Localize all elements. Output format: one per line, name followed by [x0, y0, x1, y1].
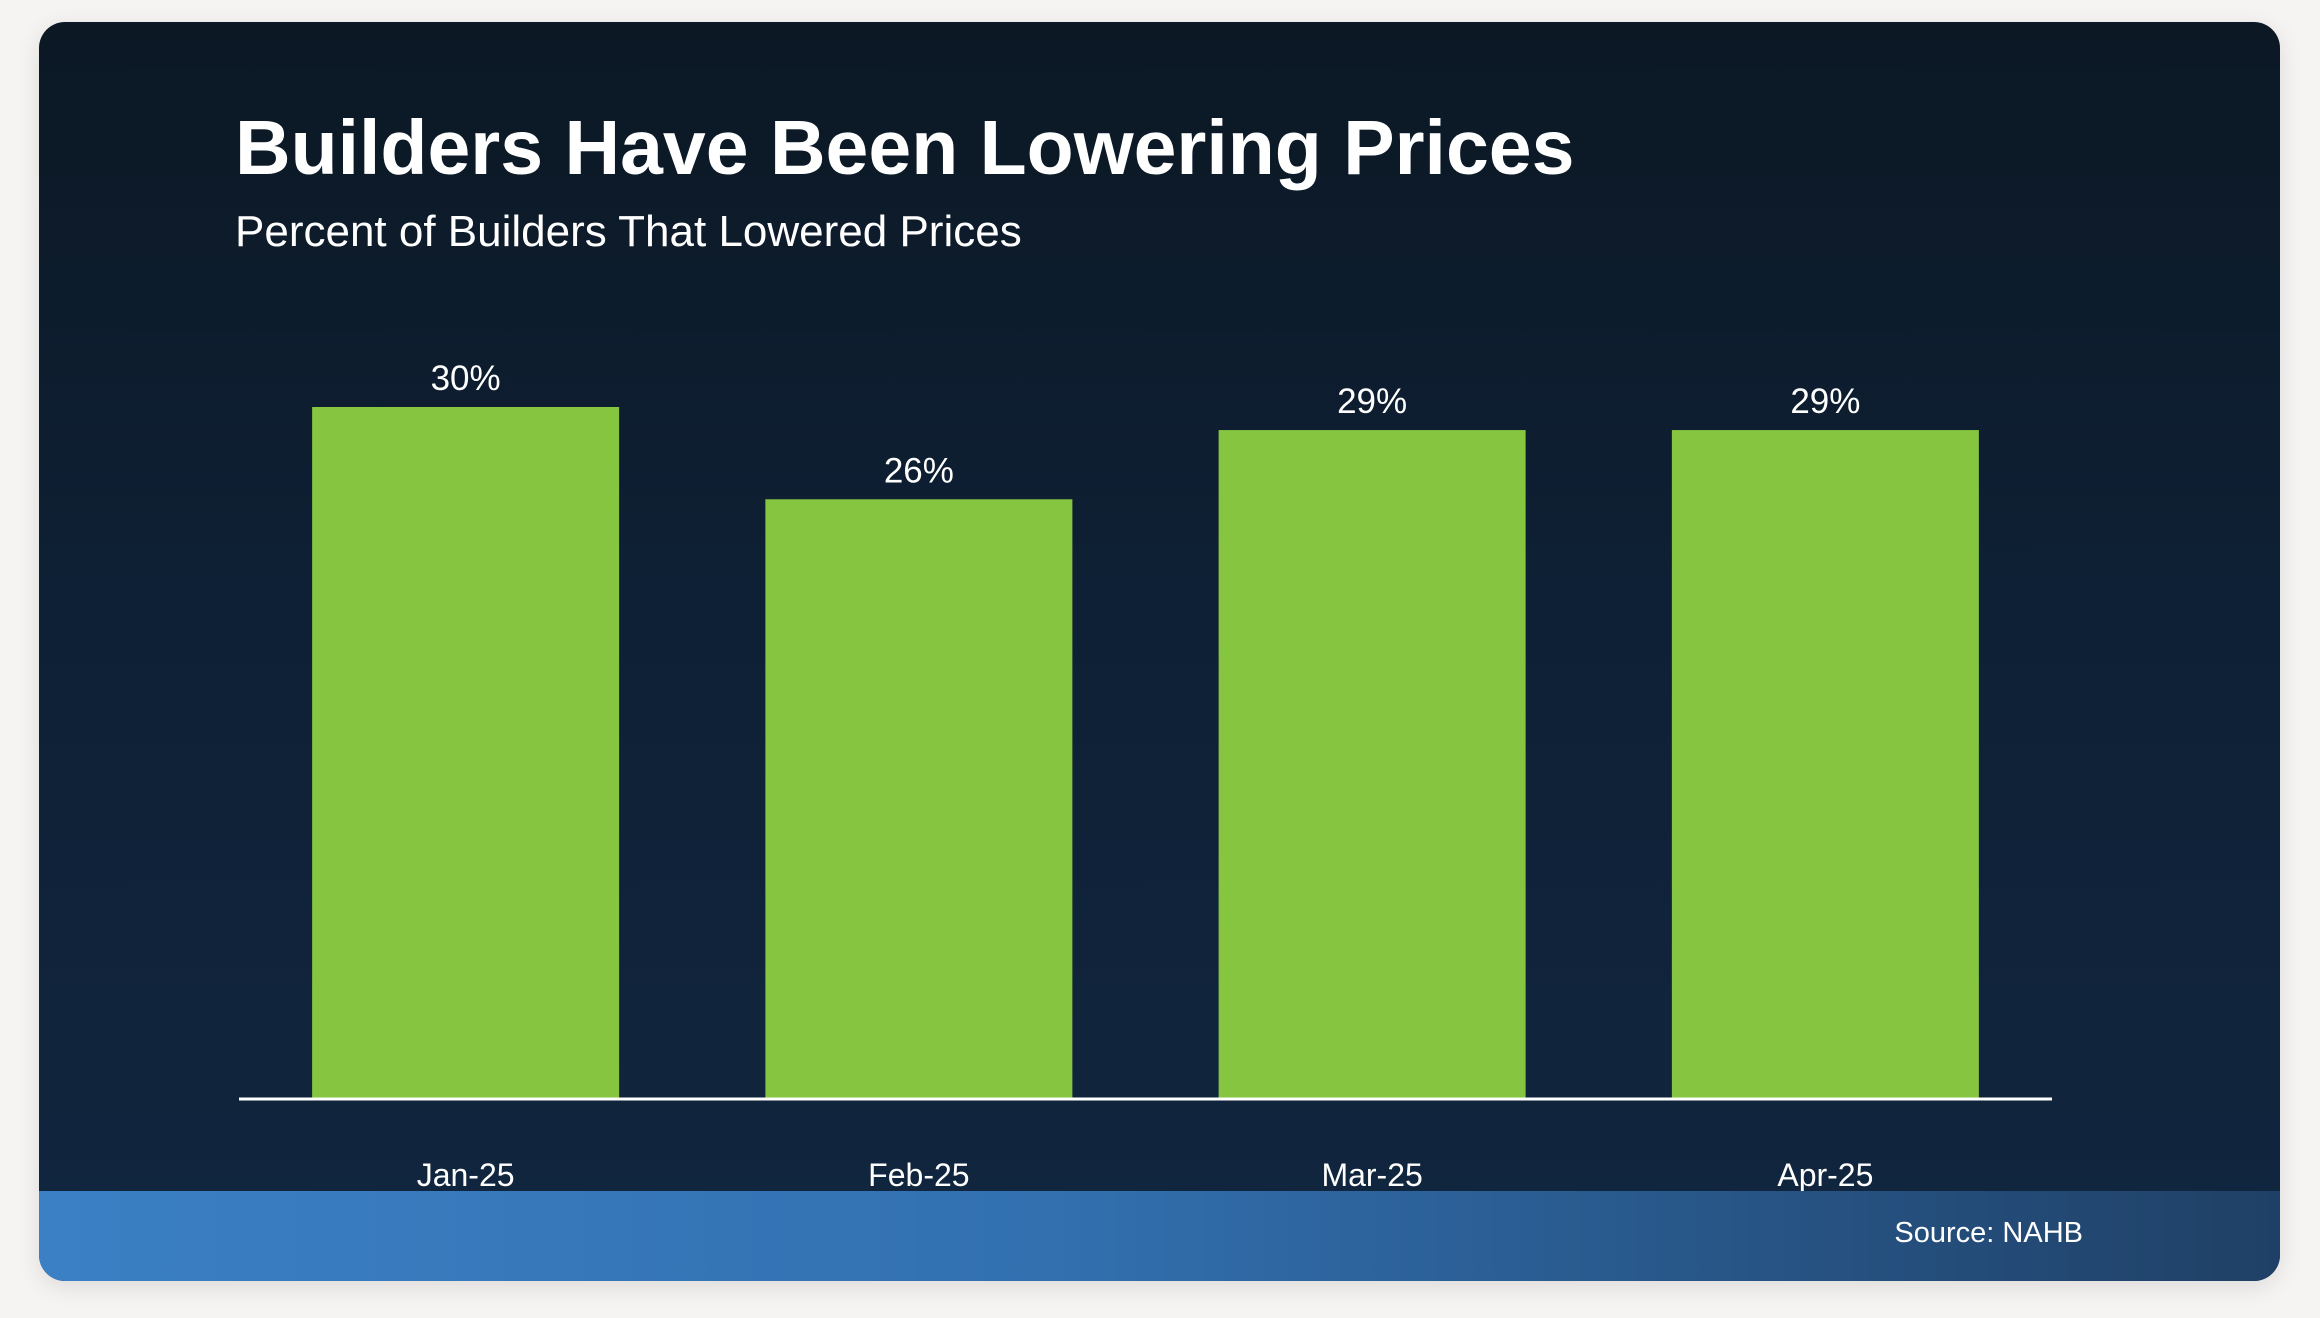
chart-card: Builders Have Been Lowering Prices Perce…	[39, 22, 2280, 1281]
bar-apr-25	[1671, 430, 1979, 1100]
data-label-feb-25: 26%	[884, 451, 954, 490]
bar-feb-25	[765, 499, 1073, 1099]
bars-group	[312, 407, 1979, 1100]
bar-chart: 30% 26% 29% 29% Jan-25 Feb-25 Mar-25 Apr-25	[239, 359, 2052, 1192]
x-tick-label-feb-25: Feb-25	[868, 1157, 969, 1192]
data-label-apr-25: 29%	[1790, 382, 1860, 421]
data-label-mar-25: 29%	[1337, 382, 1407, 421]
data-label-jan-25: 30%	[431, 359, 501, 398]
bar-jan-25	[312, 407, 620, 1099]
bar-mar-25	[1218, 430, 1526, 1100]
footer-bar: Source: NAHB	[39, 1191, 2280, 1281]
x-tick-label-jan-25: Jan-25	[417, 1157, 515, 1192]
source-label: Source: NAHB	[1894, 1217, 2083, 1249]
chart-title: Builders Have Been Lowering Prices	[235, 105, 1575, 191]
data-labels-group: 30% 26% 29% 29%	[431, 359, 1861, 490]
chart-subtitle: Percent of Builders That Lowered Prices	[235, 207, 1022, 256]
x-tick-label-mar-25: Mar-25	[1321, 1157, 1422, 1192]
x-tick-labels-group: Jan-25 Feb-25 Mar-25 Apr-25	[417, 1157, 1874, 1192]
x-tick-label-apr-25: Apr-25	[1777, 1157, 1873, 1192]
